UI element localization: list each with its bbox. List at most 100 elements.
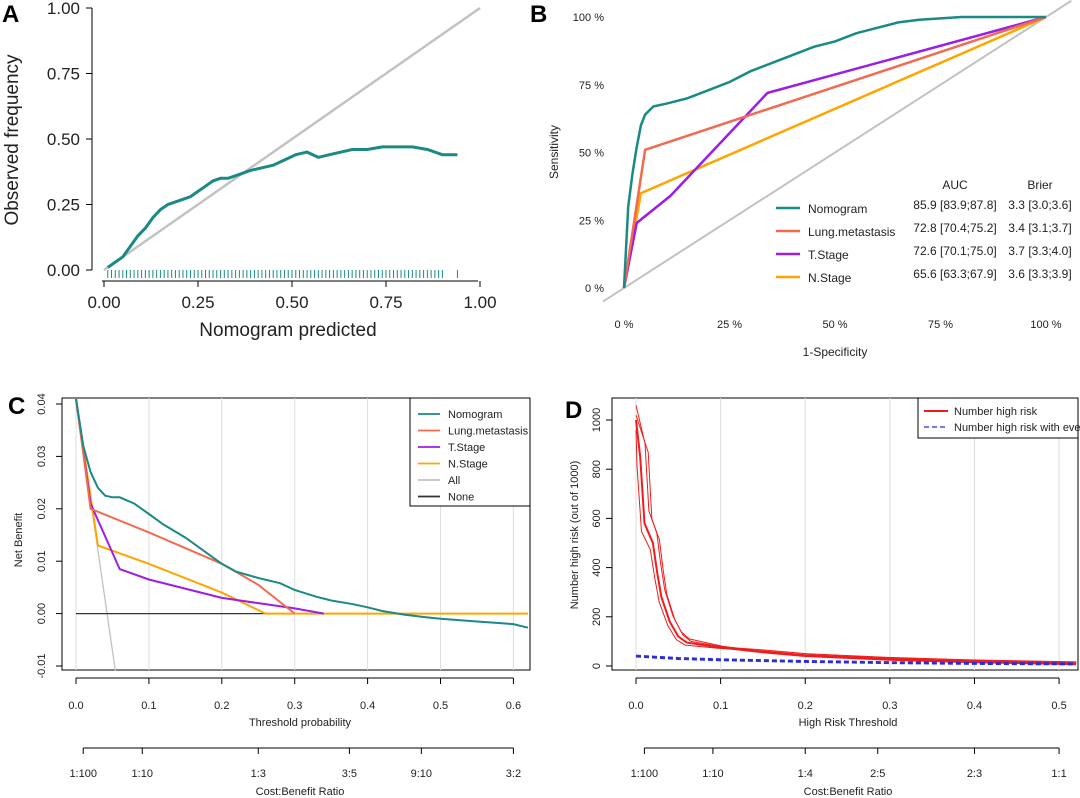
d-ratio-tick-label: 2:3 (967, 768, 982, 780)
b-roc-lung-metastasis (622, 15, 1047, 289)
c-ratio-tick-label: 3:5 (342, 768, 357, 780)
d-high-risk-curve (635, 419, 1077, 666)
b-ytick-label: 0 % (585, 283, 604, 295)
c-xtick-label: 0.3 (287, 700, 302, 712)
panel-b-ticks: 0 % 25 % 50 % 75 % 100 % 0 % 25 % 50 % 75 % 100 % (573, 12, 1062, 331)
panel-a-calibration: Observed frequency Nomogram predicted 0.… (2, 0, 497, 341)
a-xtick-label: 0.25 (181, 293, 214, 312)
a-xtick-label: 0.00 (87, 293, 120, 312)
b-legend-name: Nomogram (808, 202, 867, 216)
a-nomogram-line (106, 145, 458, 269)
b-legend-name: N.Stage (808, 271, 852, 285)
panel-d-frame (611, 397, 1079, 671)
d-ytick-label: 400 (591, 558, 603, 576)
c-ytick-label: 0.00 (36, 603, 48, 624)
d-ratio-tick-label: 1:100 (631, 768, 659, 780)
d-ytick-label: 600 (591, 509, 603, 527)
panel-c-plot (75, 398, 529, 672)
panel-c-xlabel: Threshold probability (249, 717, 352, 729)
panel-label-c: C (8, 393, 25, 420)
c-legend-name: N.Stage (448, 459, 488, 471)
d-ratio-tick-label: 1:1 (1051, 768, 1066, 780)
c-xtick-label: 0.0 (68, 700, 83, 712)
d-high-risk-curve (635, 414, 1077, 663)
d-ytick-label: 200 (591, 608, 603, 626)
a-ytick-label: 0.00 (47, 261, 80, 280)
c-curve-nomogram (75, 398, 529, 629)
c-ytick-label: 0.02 (36, 498, 48, 519)
c-ratio-tick-label: 1:100 (69, 768, 97, 780)
d-legend-name: Number high risk with event (954, 422, 1080, 434)
b-xtick-label: 50 % (822, 319, 847, 331)
b-legend-auc: 72.8 [70.4;75.2] (913, 221, 996, 235)
d-xtick-label: 0.0 (628, 700, 643, 712)
b-roc-t-stage (622, 15, 1047, 289)
a-ytick-label: 1.00 (47, 0, 80, 18)
d-legend-name: Number high risk (954, 406, 1038, 418)
d-ratio-tick-label: 1:4 (798, 768, 813, 780)
c-ratio-tick-label: 3:2 (506, 768, 521, 780)
d-xtick-label: 0.4 (967, 700, 982, 712)
panel-d-ylabel: Number high risk (out of 1000) (569, 461, 581, 610)
b-legend-brier: 3.6 [3.3;3.9] (1008, 267, 1071, 281)
legend-auc-header: AUC (942, 178, 968, 192)
d-high-risk-event-curve (635, 655, 1077, 665)
b-legend-auc: 65.6 [63.3;67.9] (913, 267, 996, 281)
a-xtick-label: 0.75 (369, 293, 402, 312)
b-ytick-label: 25 % (579, 215, 604, 227)
panel-c-xlabel2: Cost:Benefit Ratio (256, 786, 345, 798)
panel-d-xlabel2: Cost:Benefit Ratio (804, 786, 893, 798)
d-ratio-tick-label: 1:10 (702, 768, 723, 780)
a-xtick-label: 0.50 (275, 293, 308, 312)
b-legend-auc: 85.9 [83.9;87.8] (913, 198, 996, 212)
panel-label-d: D (565, 397, 582, 424)
d-ytick-label: 1000 (591, 408, 603, 432)
panel-d-legend: Number high risk Number high risk with ev… (917, 397, 1080, 439)
c-ytick-label: 0.01 (36, 550, 48, 571)
panel-c-frame (61, 397, 531, 671)
a-ideal-line (103, 6, 481, 272)
d-ytick-label: 800 (591, 460, 603, 478)
c-curve-n-stage (75, 398, 528, 615)
a-ytick-label: 0.75 (47, 65, 80, 84)
b-legend-brier: 3.7 [3.3;4.0] (1008, 244, 1071, 258)
b-diagonal-line (602, 0, 1072, 303)
b-ytick-label: 75 % (579, 80, 604, 92)
d-xtick-label: 0.3 (882, 700, 897, 712)
b-legend-name: T.Stage (808, 248, 849, 262)
c-xtick-label: 0.2 (214, 700, 229, 712)
panel-a-ticks: 0.00 0.25 0.50 0.75 1.00 0.00 0.25 0.50 0.75 1.00 (47, 0, 497, 312)
panel-b-roc: Sensitivity 1-Specificity 0 % 25 % 50 % 75 … (547, 0, 1072, 359)
panel-label-a: A (2, 1, 19, 28)
d-high-risk-curve (635, 405, 1077, 664)
panel-c-ylabel: Net Benefit (13, 513, 25, 567)
c-ytick-label: 0.03 (36, 446, 48, 467)
legend-brier-header: Brier (1027, 178, 1052, 192)
b-legend-brier: 3.4 [3.1;3.7] (1008, 221, 1071, 235)
c-xtick-label: 0.1 (141, 700, 156, 712)
b-ytick-label: 100 % (573, 12, 604, 24)
d-xtick-label: 0.2 (798, 700, 813, 712)
c-xtick-label: 0.5 (433, 700, 448, 712)
c-xtick-label: 0.4 (360, 700, 375, 712)
d-high-risk-event-curve (635, 656, 1077, 666)
c-ratio-tick-label: 9:10 (411, 768, 432, 780)
d-xtick-label: 0.5 (1051, 700, 1066, 712)
c-legend-name: Nomogram (448, 409, 502, 421)
panel-a-plot (103, 6, 481, 278)
b-xtick-label: 25 % (717, 319, 742, 331)
panel-c-legend: Nomogram Lung.metastasis T.Stage N.Stage All… (409, 397, 531, 507)
b-ytick-label: 50 % (579, 148, 604, 160)
d-high-risk-event-curve (635, 654, 1077, 664)
c-legend-name: Lung.metastasis (448, 426, 529, 438)
a-ytick-label: 0.25 (47, 196, 80, 215)
panel-d-xlabel: High Risk Threshold (799, 717, 898, 729)
c-xtick-label: 0.6 (506, 700, 521, 712)
panel-d-plot (635, 405, 1077, 666)
d-ratio-tick-label: 2:5 (870, 768, 885, 780)
d-high-risk-curve (635, 429, 1076, 664)
c-ytick-label: -0.01 (36, 653, 48, 678)
b-xtick-label: 100 % (1030, 319, 1061, 331)
c-ytick-label: 0.04 (36, 393, 48, 414)
